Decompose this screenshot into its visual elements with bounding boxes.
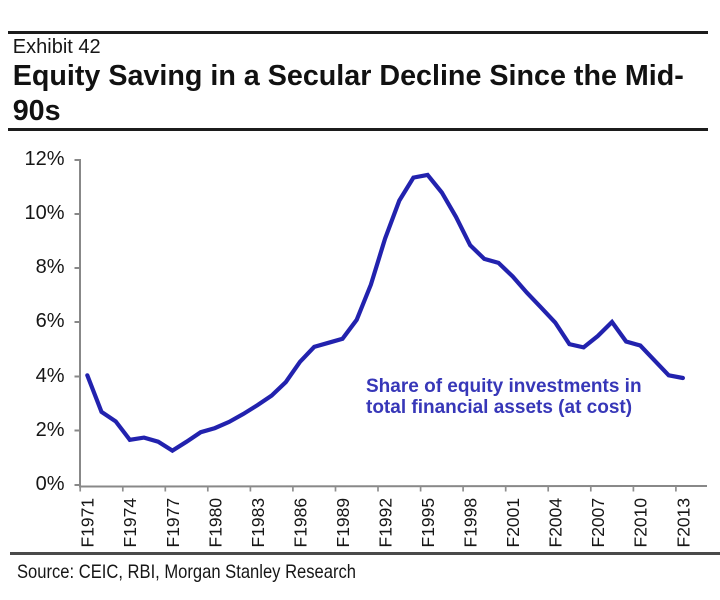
svg-text:F1974: F1974: [120, 498, 140, 548]
svg-text:F2004: F2004: [546, 498, 566, 548]
svg-text:F1995: F1995: [418, 498, 438, 548]
svg-text:F1980: F1980: [205, 498, 225, 548]
svg-text:F1986: F1986: [290, 498, 310, 548]
svg-text:F1998: F1998: [461, 498, 481, 548]
svg-text:F2001: F2001: [503, 498, 523, 548]
svg-text:F1971: F1971: [78, 498, 98, 548]
svg-text:F1992: F1992: [376, 498, 396, 548]
svg-text:F2007: F2007: [588, 498, 608, 548]
svg-text:F1977: F1977: [163, 498, 183, 548]
svg-text:F2013: F2013: [673, 498, 693, 548]
svg-text:F1989: F1989: [333, 498, 353, 548]
svg-text:F2010: F2010: [631, 498, 651, 548]
svg-text:F1983: F1983: [248, 498, 268, 548]
